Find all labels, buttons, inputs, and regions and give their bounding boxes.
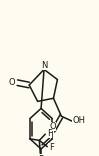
Text: OH: OH (72, 116, 85, 125)
Text: O: O (49, 122, 56, 131)
Text: F: F (38, 155, 43, 156)
Text: F: F (49, 143, 54, 152)
Text: O: O (9, 78, 15, 87)
Text: N: N (41, 61, 48, 70)
Text: F: F (47, 129, 52, 138)
